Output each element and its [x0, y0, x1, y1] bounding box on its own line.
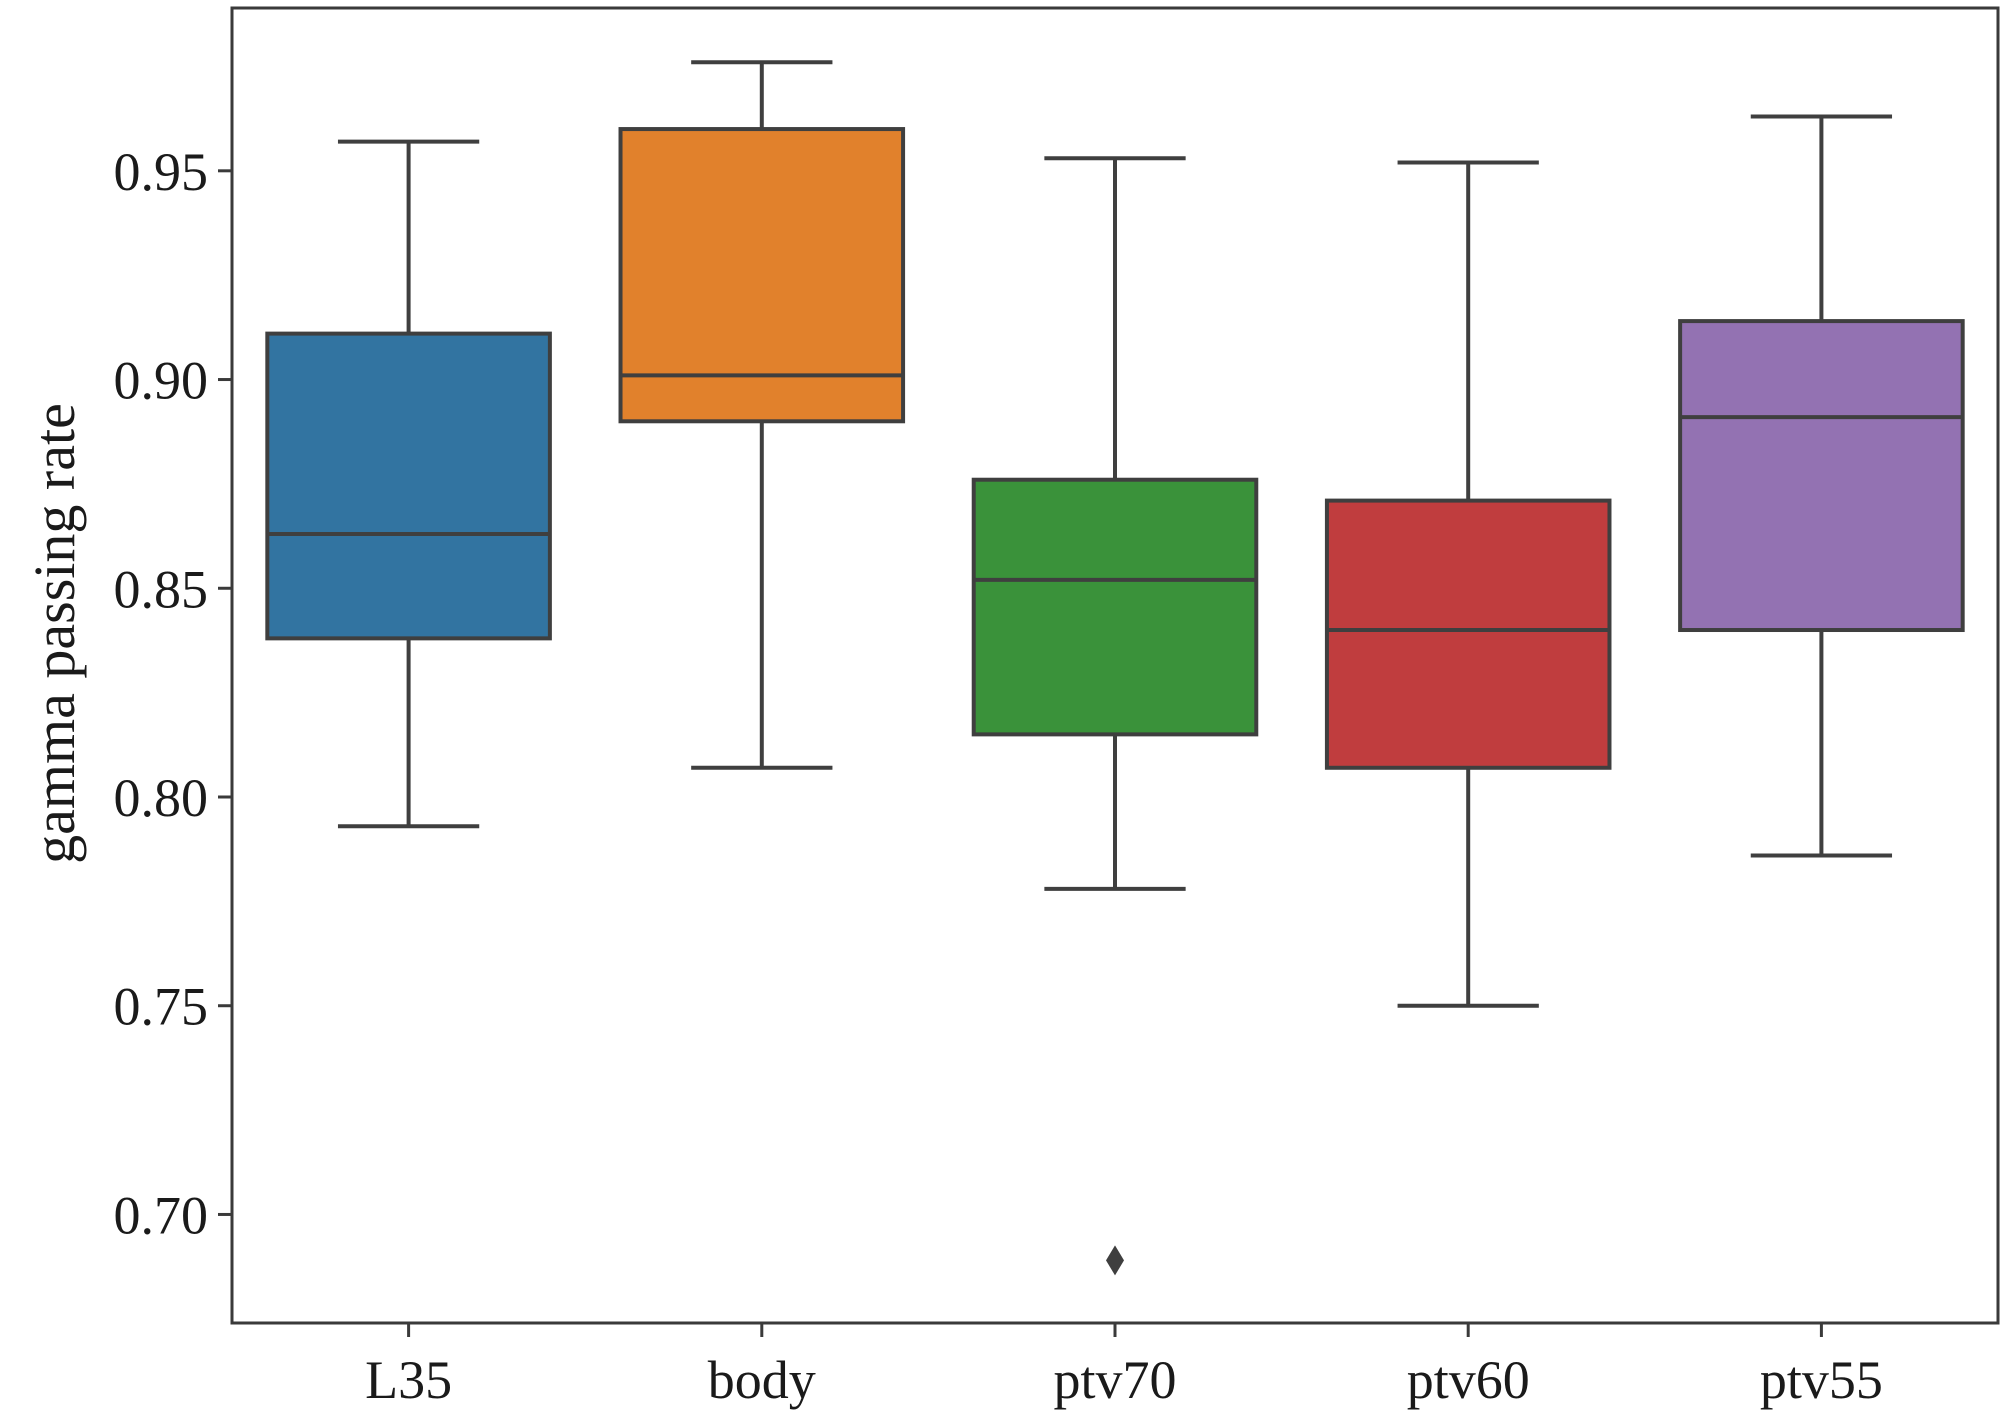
box-ptv60 [1324, 160, 1612, 1008]
y-axis-ticks: 0.70 0.75 0.80 0.85 0.90 0.95 [114, 142, 232, 1245]
y-tick-label: 0.75 [114, 977, 209, 1037]
x-tick-label: ptv60 [1407, 1350, 1530, 1410]
x-tick-label: L35 [365, 1350, 452, 1410]
box-iqr [1324, 498, 1612, 770]
box-iqr [971, 477, 1259, 737]
x-tick-label: ptv55 [1760, 1350, 1883, 1410]
box-iqr [1678, 319, 1965, 633]
box-L35 [265, 139, 552, 829]
y-axis-label: gamma passing rate [22, 403, 87, 864]
box-iqr [618, 127, 906, 424]
x-tick-label: ptv70 [1053, 1350, 1176, 1410]
axes-frame [230, 6, 2000, 1325]
plot-area [265, 60, 1965, 1276]
y-tick-label: 0.80 [114, 768, 209, 828]
y-tick-label: 0.85 [114, 559, 209, 619]
box-ptv55 [1678, 114, 1965, 858]
outlier-point [1106, 1245, 1124, 1276]
x-tick-label: body [708, 1350, 816, 1410]
y-tick-label: 0.70 [114, 1185, 209, 1245]
y-tick-label: 0.90 [114, 351, 209, 411]
box-body [618, 60, 906, 770]
box-iqr [265, 331, 552, 641]
x-axis-ticks: L35 body ptv70 ptv60 ptv55 [365, 1323, 1883, 1410]
box-ptv70 [971, 156, 1259, 1276]
y-tick-label: 0.95 [114, 142, 209, 202]
